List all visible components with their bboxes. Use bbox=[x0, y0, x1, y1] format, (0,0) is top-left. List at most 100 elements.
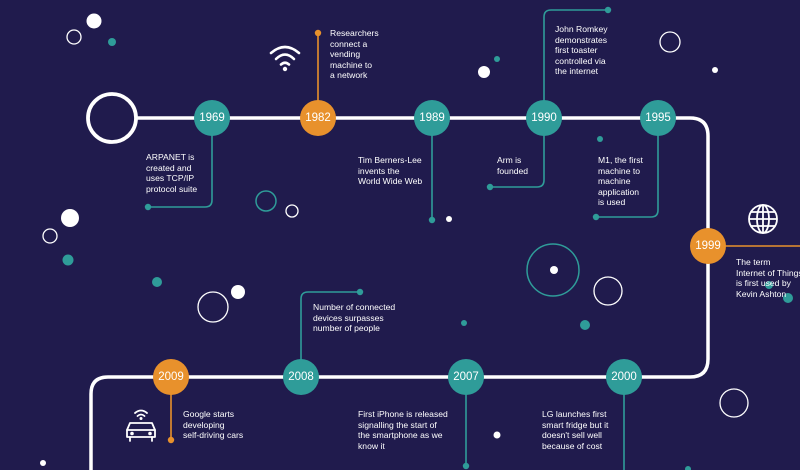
connector-dot bbox=[356, 288, 364, 296]
caption-line: demonstrates bbox=[555, 34, 608, 45]
caption-line: is first used by bbox=[736, 278, 791, 289]
caption-line: connect a bbox=[330, 38, 368, 49]
caption-line: Arm is bbox=[497, 155, 522, 165]
decor-dot bbox=[40, 460, 46, 466]
caption-line: know it bbox=[358, 440, 385, 451]
caption-2009: Google starts developing self-driving ca… bbox=[183, 409, 243, 441]
year-node-1969: 1969 bbox=[194, 100, 230, 136]
caption-1969: ARPANET is created and uses TCP/IP proto… bbox=[146, 152, 197, 194]
connector-line bbox=[543, 9, 608, 118]
year-node-2007: 2007 bbox=[448, 359, 484, 395]
caption-line: John Romkey bbox=[555, 24, 608, 34]
caption-line: founded bbox=[497, 165, 529, 176]
caption-1989: Tim Berners-Lee invents the World Wide W… bbox=[358, 155, 422, 187]
decor-dot bbox=[765, 281, 773, 289]
year-node-1990: 1990 bbox=[526, 100, 562, 136]
caption-line: the internet bbox=[555, 66, 598, 77]
timeline-start-ring bbox=[86, 92, 138, 144]
caption-line: application bbox=[598, 186, 640, 197]
caption-line: devices surpasses bbox=[313, 312, 384, 323]
caption-line: controlled via bbox=[555, 55, 606, 66]
caption-line: Researchers bbox=[330, 28, 379, 38]
caption-line: Number of connected bbox=[313, 302, 396, 312]
wifi-icon bbox=[269, 45, 301, 72]
caption-line: machine to bbox=[598, 165, 641, 176]
decor-dot bbox=[446, 216, 452, 222]
caption-2000: LG launches first smart fridge but it do… bbox=[542, 409, 608, 451]
caption-1990-arm: Arm is founded bbox=[497, 155, 528, 176]
caption-line: protocol suite bbox=[146, 183, 198, 194]
caption-2007: First iPhone is released signalling the … bbox=[358, 409, 448, 451]
decor-dot bbox=[62, 254, 74, 266]
caption-line: uses TCP/IP bbox=[146, 173, 195, 184]
connector-line bbox=[300, 291, 360, 377]
decor-ring bbox=[659, 31, 681, 53]
decor-dot bbox=[478, 66, 490, 78]
caption-line: World Wide Web bbox=[358, 176, 423, 187]
caption-1982: Researchers connect a vending machine to… bbox=[330, 28, 379, 81]
decor-dot bbox=[61, 209, 79, 227]
caption-line: First iPhone is released bbox=[358, 409, 448, 419]
decor-dot bbox=[108, 38, 116, 46]
connector-dot bbox=[428, 216, 436, 224]
caption-line: machine bbox=[598, 176, 631, 187]
caption-line: Google starts bbox=[183, 409, 235, 419]
caption-line: signalling the start of bbox=[358, 419, 437, 430]
connector-dot bbox=[592, 213, 600, 221]
year-node-1982: 1982 bbox=[300, 100, 336, 136]
connector-line bbox=[148, 118, 213, 208]
decor-dot bbox=[494, 56, 500, 62]
decor-ring bbox=[526, 243, 580, 297]
decor-ring bbox=[197, 291, 229, 323]
caption-line: invents the bbox=[358, 165, 400, 176]
decor-ring bbox=[593, 276, 623, 306]
decor-dot bbox=[712, 67, 718, 73]
caption-line: because of cost bbox=[542, 440, 603, 451]
self-driving-car-icon bbox=[126, 409, 156, 442]
decor-dot bbox=[493, 431, 501, 439]
decor-dot bbox=[597, 136, 603, 142]
year-node-1995: 1995 bbox=[640, 100, 676, 136]
caption-line: machine to bbox=[330, 59, 373, 70]
connector-line bbox=[596, 118, 659, 218]
decor-dot bbox=[152, 277, 162, 287]
decor-dot bbox=[550, 266, 558, 274]
caption-line: Internet of Things bbox=[736, 267, 800, 278]
caption-line: ARPANET is bbox=[146, 152, 195, 162]
caption-line: number of people bbox=[313, 323, 380, 334]
globe-icon bbox=[748, 204, 778, 234]
decor-ring bbox=[719, 388, 749, 418]
timeline-main-line bbox=[89, 116, 710, 470]
year-node-2000: 2000 bbox=[606, 359, 642, 395]
year-node-1999: 1999 bbox=[690, 228, 726, 264]
decor-ring bbox=[255, 190, 277, 212]
caption-line: Kevin Ashton bbox=[736, 288, 787, 299]
connector-dot bbox=[144, 203, 152, 211]
caption-line: doesn't sell well bbox=[542, 430, 602, 441]
connector-dot bbox=[314, 29, 322, 37]
caption-line: vending bbox=[330, 49, 361, 60]
caption-line: a network bbox=[330, 70, 368, 81]
caption-line: created and bbox=[146, 162, 192, 173]
caption-1990-toaster: John Romkey demonstrates first toaster c… bbox=[555, 24, 608, 77]
connector-dot bbox=[462, 462, 470, 470]
caption-line: smart fridge but it bbox=[542, 419, 609, 430]
connector-line bbox=[490, 118, 545, 188]
decor-dot bbox=[86, 13, 102, 29]
caption-2008: Number of connected devices surpasses nu… bbox=[313, 302, 395, 334]
year-node-1989: 1989 bbox=[414, 100, 450, 136]
caption-line: is used bbox=[598, 197, 626, 208]
decor-ring bbox=[285, 204, 299, 218]
caption-line: the smartphone as we bbox=[358, 430, 443, 441]
decor-ring bbox=[42, 228, 58, 244]
caption-line: M1, the first bbox=[598, 155, 643, 165]
year-node-2008: 2008 bbox=[283, 359, 319, 395]
caption-line: developing bbox=[183, 419, 225, 430]
caption-line: self-driving cars bbox=[183, 430, 244, 441]
caption-line: The term bbox=[736, 257, 771, 267]
caption-1995: M1, the first machine to machine applica… bbox=[598, 155, 643, 208]
decor-dot bbox=[231, 285, 245, 299]
